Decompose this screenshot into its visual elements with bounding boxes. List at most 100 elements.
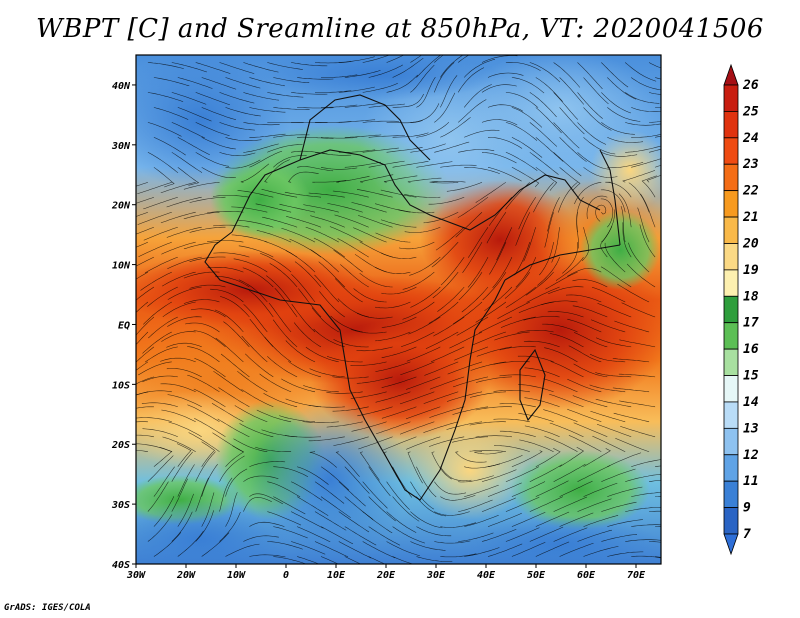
streamline: [457, 196, 489, 218]
streamline: [380, 219, 417, 228]
streamline: [542, 323, 578, 333]
streamline: [376, 421, 411, 435]
streamline: [302, 421, 339, 423]
colorbar-label: 12: [743, 448, 759, 463]
streamline: [249, 521, 285, 527]
streamline: [576, 212, 579, 249]
streamline: [628, 242, 650, 273]
streamline: [404, 226, 441, 233]
streamline: [440, 256, 465, 286]
streamline: [505, 496, 540, 512]
streamline: [544, 347, 578, 363]
latitude-axis: 40N 30N 20N 10N EQ 10S 20S 30S 40S: [111, 81, 136, 571]
streamline: [492, 256, 513, 288]
colorbar-label: 20: [742, 236, 759, 251]
streamline: [213, 252, 250, 258]
streamline: [428, 196, 465, 205]
streamline: [261, 189, 298, 198]
streamline: [137, 182, 172, 195]
longitude-axis: 30W 20W 10W 0 10E 20E 30E 40E 50E 60E 70E: [126, 564, 646, 581]
streamline: [607, 551, 644, 557]
lat-tick-label: 10S: [112, 380, 130, 391]
streamline: [440, 164, 477, 168]
streamline: [613, 412, 650, 423]
streamline: [484, 286, 513, 312]
streamline: [368, 496, 396, 522]
streamline: [147, 481, 169, 512]
streamline: [478, 316, 513, 333]
streamline: [601, 534, 638, 542]
streamline: [148, 316, 178, 339]
streamline: [136, 286, 155, 301]
streamline: [171, 478, 188, 512]
streamline: [201, 107, 236, 120]
streamline: [360, 174, 394, 183]
streamline: [291, 92, 328, 95]
streamline: [535, 541, 570, 557]
colorbar-segment: [723, 427, 739, 456]
streamline: [231, 234, 268, 243]
streamline: [296, 526, 331, 543]
streamline: [273, 556, 308, 564]
streamline: [475, 435, 512, 438]
streamline: [213, 370, 244, 393]
streamline: [562, 242, 578, 274]
streamline: [242, 267, 274, 288]
streamline: [487, 72, 524, 78]
streamline: [464, 167, 500, 174]
streamline: [487, 167, 522, 182]
streamline: [167, 316, 202, 327]
streamline: [240, 163, 270, 183]
streamline: [523, 316, 560, 321]
streamline: [290, 481, 323, 501]
streamline: [511, 541, 546, 557]
streamline: [452, 406, 489, 415]
streamline: [458, 475, 494, 483]
streamline: [548, 286, 584, 295]
streamline: [407, 177, 442, 183]
streamline: [553, 463, 586, 482]
streamline: [195, 510, 214, 542]
streamline: [410, 64, 435, 93]
streamline: [493, 361, 530, 365]
colorbar-segment: [723, 375, 739, 403]
lon-tick-label: 10W: [227, 570, 246, 581]
streamline: [264, 159, 290, 183]
streamline: [434, 55, 444, 63]
streamline: [505, 182, 530, 210]
streamline: [617, 283, 650, 303]
streamline: [237, 190, 274, 198]
streamline: [321, 74, 358, 78]
streamline: [551, 227, 560, 263]
streamline: [622, 170, 656, 183]
streamline: [429, 436, 465, 447]
streamline: [136, 316, 155, 336]
streamline: [434, 511, 470, 516]
streamline: [335, 278, 363, 303]
streamline: [225, 492, 238, 527]
streamline: [487, 543, 523, 557]
streamline: [297, 107, 334, 109]
streamline: [583, 137, 616, 155]
streamline: [619, 400, 656, 408]
streamline: [380, 252, 417, 259]
streamline: [201, 441, 215, 467]
streamline: [607, 162, 644, 168]
streamline: [320, 167, 358, 170]
streamline: [296, 496, 329, 516]
streamline: [290, 511, 324, 529]
streamline: [344, 466, 370, 494]
streamline: [515, 256, 537, 288]
streamline: [136, 376, 154, 385]
streamline: [601, 468, 636, 482]
streamline: [517, 355, 554, 363]
streamline: [189, 196, 226, 203]
streamline: [273, 134, 310, 138]
streamline: [344, 556, 362, 564]
streamline: [524, 425, 560, 438]
streamline: [340, 264, 369, 288]
streamline: [248, 289, 274, 318]
streamline: [559, 542, 594, 557]
lat-tick-label: 20N: [111, 201, 131, 212]
streamline: [618, 193, 632, 228]
